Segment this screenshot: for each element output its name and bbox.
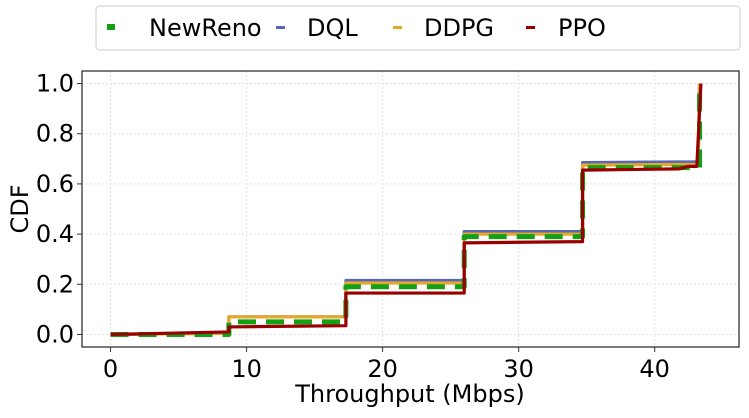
series-line-newreno	[110, 83, 703, 337]
series-line-ddpg	[110, 83, 702, 337]
x-tick-label: 30	[503, 355, 534, 383]
legend-marker-ddpg	[393, 26, 402, 29]
series-lines	[110, 83, 703, 337]
x-tick-label: 10	[231, 355, 262, 383]
y-tick-label: 0.4	[36, 220, 74, 248]
x-axis: 0 10 20 30 40	[103, 347, 670, 383]
legend: NewReno DQL DDPG PPO	[95, 5, 741, 51]
y-axis-label: CDF	[6, 184, 34, 233]
legend-box	[95, 5, 741, 51]
legend-label-ppo: PPO	[558, 14, 606, 42]
y-tick-label: 0.2	[36, 270, 74, 298]
x-tick-label: 40	[639, 355, 670, 383]
series-line-dql	[110, 83, 702, 337]
legend-label-dql: DQL	[307, 14, 358, 42]
x-axis-label: Throughput (Mbps)	[294, 380, 524, 408]
y-tick-label: 1.0	[36, 70, 74, 98]
legend-marker-ppo	[526, 26, 535, 29]
y-tick-label: 0.8	[36, 120, 74, 148]
grid	[82, 71, 739, 347]
plot-frame	[81, 70, 740, 348]
legend-marker-dql	[276, 26, 285, 29]
x-tick-label: 0	[103, 355, 118, 383]
legend-label-newreno: NewReno	[149, 14, 262, 42]
legend-label-ddpg: DDPG	[424, 14, 494, 42]
y-tick-label: 0.0	[36, 320, 74, 348]
legend-marker-newreno	[107, 24, 115, 30]
series-line-ppo	[110, 83, 703, 337]
y-tick-label: 0.6	[36, 170, 74, 198]
x-tick-label: 20	[367, 355, 398, 383]
y-axis: 0.0 0.2 0.4 0.6 0.8 1.0	[36, 70, 82, 348]
